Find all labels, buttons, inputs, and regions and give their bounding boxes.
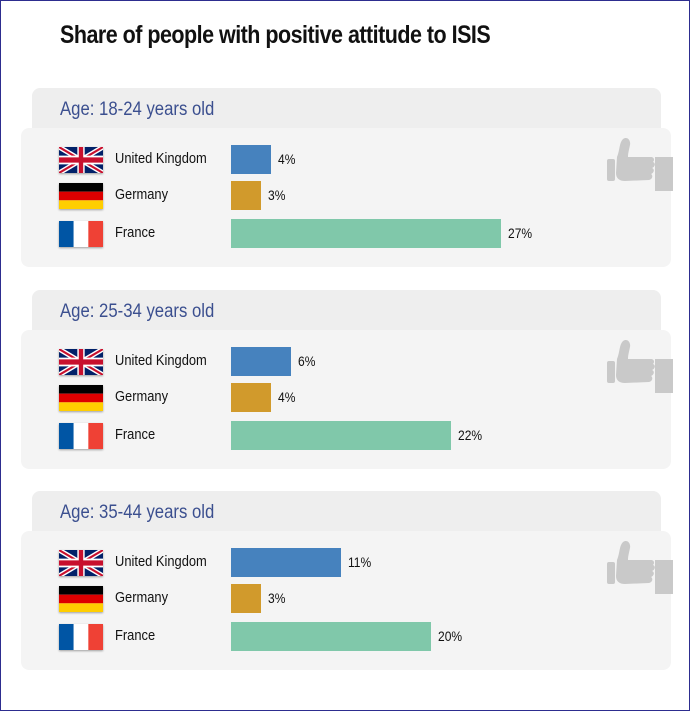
age-group: Age: 25-34 years old United Kingdom 6% Germ… bbox=[1, 290, 690, 472]
value-label: 27% bbox=[508, 225, 533, 241]
value-label: 3% bbox=[268, 590, 286, 606]
country-row: Germany 3% bbox=[21, 181, 671, 211]
country-label: Germany bbox=[115, 589, 169, 606]
bar bbox=[231, 181, 261, 210]
age-group-panel: United Kingdom 4% Germany 3% France 27% bbox=[21, 128, 673, 267]
bar bbox=[231, 622, 431, 651]
bar bbox=[231, 548, 341, 577]
country-row: France 22% bbox=[21, 421, 671, 451]
germany-flag-icon bbox=[59, 385, 103, 411]
country-row: United Kingdom 11% bbox=[21, 548, 671, 578]
country-row: Germany 4% bbox=[21, 383, 671, 413]
france-flag-icon bbox=[59, 624, 103, 650]
country-row: United Kingdom 6% bbox=[21, 347, 671, 377]
thumbs-up-icon bbox=[603, 135, 673, 205]
age-group-panel: United Kingdom 11% Germany 3% France 20% bbox=[21, 531, 673, 670]
country-label: United Kingdom bbox=[115, 553, 207, 570]
age-group-panel: United Kingdom 6% Germany 4% France 22% bbox=[21, 330, 673, 469]
value-label: 4% bbox=[278, 151, 296, 167]
bar bbox=[231, 219, 501, 248]
bar bbox=[231, 584, 261, 613]
country-label: Germany bbox=[115, 186, 169, 203]
thumbs-up-icon bbox=[603, 337, 673, 407]
thumbs-up-icon bbox=[603, 538, 673, 608]
bar bbox=[231, 347, 291, 376]
germany-flag-icon bbox=[59, 586, 103, 612]
country-label: France bbox=[115, 426, 156, 443]
country-row: Germany 3% bbox=[21, 584, 671, 614]
country-label: United Kingdom bbox=[115, 352, 207, 369]
value-label: 11% bbox=[348, 554, 372, 570]
value-label: 22% bbox=[458, 427, 483, 443]
country-label: France bbox=[115, 224, 156, 241]
age-group-header: Age: 18-24 years old bbox=[32, 88, 661, 128]
uk-flag-icon bbox=[59, 147, 103, 173]
uk-flag-icon bbox=[59, 550, 103, 576]
uk-flag-icon bbox=[59, 349, 103, 375]
chart-title: Share of people with positive attitude t… bbox=[60, 21, 491, 49]
age-group: Age: 35-44 years old United Kingdom 11% Ger… bbox=[1, 491, 690, 673]
country-label: United Kingdom bbox=[115, 150, 207, 167]
bar bbox=[231, 421, 451, 450]
age-group-header: Age: 25-34 years old bbox=[32, 290, 661, 330]
age-group-header: Age: 35-44 years old bbox=[32, 491, 661, 531]
country-row: United Kingdom 4% bbox=[21, 145, 671, 175]
age-group-label: Age: 25-34 years old bbox=[60, 301, 215, 322]
bar bbox=[231, 145, 271, 174]
age-group-label: Age: 18-24 years old bbox=[60, 99, 215, 120]
germany-flag-icon bbox=[59, 183, 103, 209]
country-row: France 20% bbox=[21, 622, 671, 652]
france-flag-icon bbox=[59, 423, 103, 449]
bar bbox=[231, 383, 271, 412]
value-label: 6% bbox=[298, 353, 316, 369]
country-row: France 27% bbox=[21, 219, 671, 249]
value-label: 20% bbox=[438, 628, 463, 644]
age-group: Age: 18-24 years old United Kingdom 4% Germ… bbox=[1, 88, 690, 270]
country-label: Germany bbox=[115, 388, 169, 405]
value-label: 3% bbox=[268, 187, 286, 203]
country-label: France bbox=[115, 627, 156, 644]
age-group-label: Age: 35-44 years old bbox=[60, 502, 215, 523]
france-flag-icon bbox=[59, 221, 103, 247]
value-label: 4% bbox=[278, 389, 296, 405]
